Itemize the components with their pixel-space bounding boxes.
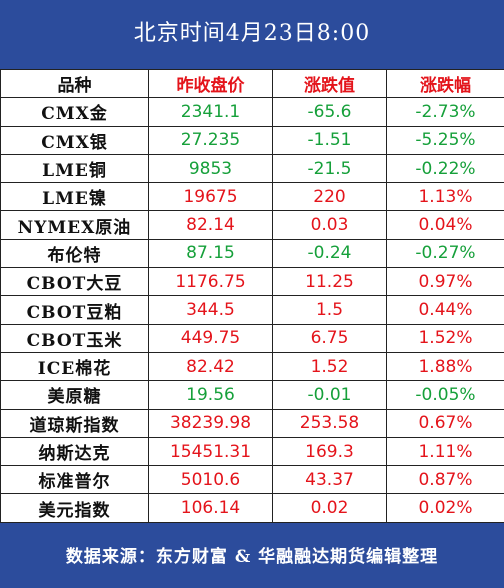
value-cell: 1.13% — [386, 182, 504, 212]
value-cell: -1.51 — [272, 125, 387, 155]
value-cell: 1.52% — [386, 323, 504, 353]
value-cell: 19675 — [148, 182, 273, 212]
instrument-name: 布伦特 — [0, 238, 149, 269]
instrument-name: 道琼斯指数 — [0, 408, 149, 438]
value-cell: 449.75 — [148, 323, 273, 353]
instrument-name: CMX金 — [0, 97, 149, 127]
value-cell: -2.73% — [386, 97, 504, 127]
value-cell: 43.37 — [272, 465, 387, 495]
instrument-name: CMX银 — [0, 125, 149, 155]
value-cell: 19.56 — [148, 380, 273, 410]
instrument-name: ICE棉花 — [0, 351, 149, 382]
value-cell: 1.52 — [272, 351, 387, 382]
value-cell: -0.27% — [386, 238, 504, 269]
value-cell: 220 — [272, 182, 387, 212]
instrument-name: LME铜 — [0, 153, 149, 184]
data-row: LME铜 9853 -21.5 -0.22% — [0, 153, 504, 184]
data-row: 纳斯达克 15451.31 169.3 1.11% — [0, 436, 504, 467]
value-cell: 82.42 — [148, 351, 273, 382]
value-cell: 0.97% — [386, 267, 504, 297]
value-cell: -21.5 — [272, 153, 387, 184]
data-row: 美元指数 106.14 0.02 0.02% — [0, 493, 504, 523]
value-cell: 0.02 — [272, 493, 387, 523]
instrument-name: 标准普尔 — [0, 465, 149, 495]
value-cell: 1.5 — [272, 295, 387, 325]
header-row: 品种 昨收盘价 涨跌值 涨跌幅 — [0, 68, 504, 99]
instrument-name: 美原糖 — [0, 380, 149, 410]
instrument-name: 美元指数 — [0, 493, 149, 523]
column-header: 涨跌幅 — [386, 68, 504, 99]
instrument-name: 纳斯达克 — [0, 436, 149, 467]
data-row: 美原糖 19.56 -0.01 -0.05% — [0, 380, 504, 410]
data-row: CMX金 2341.1 -65.6 -2.73% — [0, 97, 504, 127]
value-cell: 253.58 — [272, 408, 387, 438]
value-cell: 11.25 — [272, 267, 387, 297]
value-cell: 344.5 — [148, 295, 273, 325]
value-cell: 106.14 — [148, 493, 273, 523]
title: 北京时间4月23日8:00 — [133, 21, 371, 46]
value-cell: 0.87% — [386, 465, 504, 495]
value-cell: 27.235 — [148, 125, 273, 155]
data-row: CMX银 27.235 -1.51 -5.25% — [0, 125, 504, 155]
value-cell: 0.04% — [386, 210, 504, 240]
data-row: NYMEX原油 82.14 0.03 0.04% — [0, 210, 504, 240]
value-cell: 9853 — [148, 153, 273, 184]
value-cell: -0.24 — [272, 238, 387, 269]
data-row: 布伦特 87.15 -0.24 -0.27% — [0, 238, 504, 269]
value-cell: 2341.1 — [148, 97, 273, 127]
value-cell: 15451.31 — [148, 436, 273, 467]
column-header: 涨跌值 — [272, 68, 387, 99]
value-cell: 1.88% — [386, 351, 504, 382]
value-cell: 1.11% — [386, 436, 504, 467]
column-header: 品种 — [0, 68, 149, 99]
column-header: 昨收盘价 — [148, 68, 273, 99]
data-row: CBOT玉米 449.75 6.75 1.52% — [0, 323, 504, 353]
instrument-name: NYMEX原油 — [0, 210, 149, 240]
value-cell: 6.75 — [272, 323, 387, 353]
value-cell: -5.25% — [386, 125, 504, 155]
data-row: CBOT豆粕 344.5 1.5 0.44% — [0, 295, 504, 325]
value-cell: -0.05% — [386, 380, 504, 410]
instrument-name: CBOT大豆 — [0, 267, 149, 297]
instrument-name: CBOT豆粕 — [0, 295, 149, 325]
data-row: CBOT大豆 1176.75 11.25 0.97% — [0, 267, 504, 297]
value-cell: -0.22% — [386, 153, 504, 184]
value-cell: 169.3 — [272, 436, 387, 467]
data-row: 标准普尔 5010.6 43.37 0.87% — [0, 465, 504, 495]
value-cell: -65.6 — [272, 97, 387, 127]
value-cell: 0.67% — [386, 408, 504, 438]
value-cell: 1176.75 — [148, 267, 273, 297]
value-cell: 0.03 — [272, 210, 387, 240]
quote-table: 品种 昨收盘价 涨跌值 涨跌幅 CMX金 2341.1 -65.6 -2.73% CMX银 27.… — [0, 68, 504, 523]
instrument-name: CBOT玉米 — [0, 323, 149, 353]
value-cell: 5010.6 — [148, 465, 273, 495]
data-row: 道琼斯指数 38239.98 253.58 0.67% — [0, 408, 504, 438]
value-cell: 0.02% — [386, 493, 504, 523]
footer: 数据来源：东方财富 & 华融融达期货编辑整理 — [65, 547, 439, 567]
data-row: LME镍 19675 220 1.13% — [0, 182, 504, 212]
value-cell: 38239.98 — [148, 408, 273, 438]
value-cell: 0.44% — [386, 295, 504, 325]
data-row: ICE棉花 82.42 1.52 1.88% — [0, 351, 504, 382]
value-cell: -0.01 — [272, 380, 387, 410]
value-cell: 87.15 — [148, 238, 273, 269]
instrument-name: LME镍 — [0, 182, 149, 212]
value-cell: 82.14 — [148, 210, 273, 240]
